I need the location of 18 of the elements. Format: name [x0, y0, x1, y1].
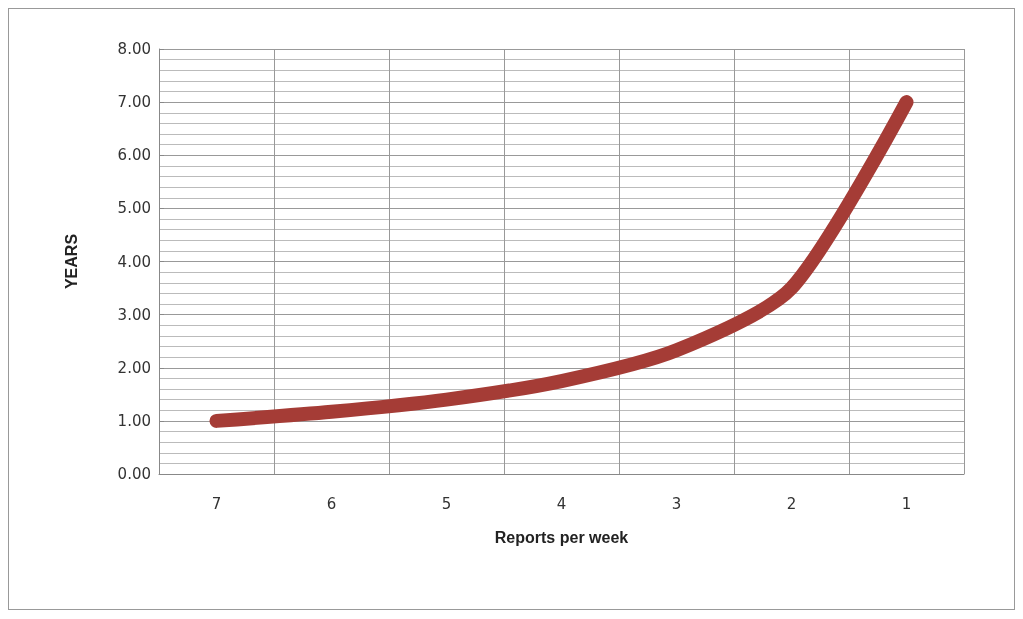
- x-tick-label: 7: [211, 494, 222, 513]
- y-tick-label: 8.00: [117, 40, 151, 58]
- y-tick-label: 4.00: [117, 252, 151, 271]
- y-axis-title: YEARS: [62, 233, 80, 290]
- x-tick-label: 2: [786, 494, 797, 513]
- y-tick-label: 3.00: [117, 305, 151, 324]
- x-tick-label: 5: [441, 494, 452, 513]
- y-tick-label: 0.00: [117, 465, 151, 483]
- y-tick-label: 2.00: [117, 358, 151, 377]
- y-tick-label: 5.00: [117, 199, 151, 218]
- x-tick-label: 1: [901, 494, 912, 513]
- y-tick-label: 7.00: [117, 93, 151, 112]
- x-tick-label: 6: [326, 494, 337, 513]
- y-tick-label: 6.00: [117, 146, 151, 165]
- x-tick-label: 4: [556, 494, 567, 513]
- y-tick-label: 1.00: [117, 411, 151, 430]
- x-tick-label: 3: [671, 494, 682, 513]
- x-axis-title: Reports per week: [494, 528, 629, 546]
